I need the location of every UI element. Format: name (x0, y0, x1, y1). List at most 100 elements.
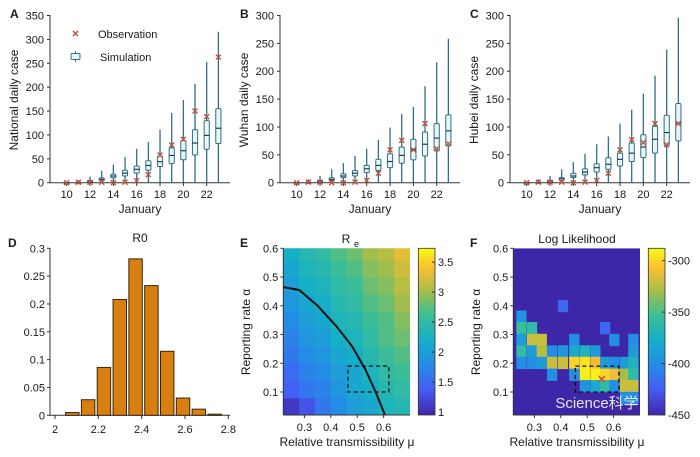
heatmap-cell (590, 356, 601, 370)
box (386, 153, 394, 169)
heatmap-cell (330, 346, 348, 364)
x-tick-label: 10 (291, 189, 303, 201)
observation-legend-icon (72, 30, 79, 37)
heatmap-cell (346, 363, 363, 382)
x-tick-label: 22 (431, 189, 443, 201)
observation-marker (168, 141, 175, 148)
heatmap-cell (330, 248, 348, 261)
observation-marker (203, 113, 210, 120)
x-tick-label: 10 (521, 189, 533, 201)
observation-marker (293, 179, 300, 186)
y-tick-label: 100 (26, 130, 44, 142)
y-tick-label: 0.6 (263, 243, 278, 255)
colorbar-tick-label: 3.5 (438, 257, 453, 269)
y-tick-label: 300 (256, 11, 274, 23)
heatmap-cell (330, 397, 348, 415)
panel-letter-b: B (240, 7, 249, 21)
x-tick-label: 18 (614, 189, 626, 201)
y-tick-label: 250 (256, 38, 274, 50)
heatmap-cell (526, 345, 538, 358)
heatmap-cell (516, 322, 527, 335)
heatmap-cell (394, 328, 410, 347)
x-tick-label: 14 (567, 189, 579, 201)
heatmap-cell (283, 363, 300, 382)
histogram-bar (80, 399, 96, 416)
colorbar-tick-label: -400 (668, 359, 690, 371)
heatmap-cell (619, 368, 631, 381)
observation-marker (180, 136, 187, 143)
observation-marker (75, 179, 82, 186)
heatmap-cell (579, 368, 590, 381)
y-tick-label: 0.2 (30, 299, 45, 311)
heatmap-cell (628, 368, 639, 381)
heatmap-cell (590, 345, 601, 358)
heatmap-cell (314, 277, 332, 295)
x-tick-label: 16 (591, 189, 603, 201)
heatmap-cell (283, 294, 300, 313)
observation-marker (398, 137, 405, 144)
panel-letter-f: F (470, 236, 477, 250)
y-tick-label: 200 (26, 82, 44, 94)
heatmap-cell (516, 333, 527, 347)
chart-title: Log Likelihood (538, 232, 615, 246)
heatmap-cell (346, 294, 363, 313)
observation-marker (375, 170, 382, 177)
heatmap-cell (299, 346, 316, 364)
heatmap-cell (600, 322, 611, 335)
heatmap-cell (299, 248, 316, 261)
heatmap-cell (619, 391, 631, 405)
heatmap-cell (546, 356, 558, 370)
heatmap-cell (378, 294, 395, 313)
panel-d-histogram: R0 0 0.05 0.1 0.15 0.2 0.25 0.3 2 2.2 2.4 2.6 2.8 (24, 231, 236, 436)
heatmap-cell (330, 363, 348, 382)
observation-marker (640, 139, 647, 146)
heatmap-cell (283, 346, 300, 364)
box (663, 114, 670, 146)
y-axis-label: Reporting rate α (469, 289, 483, 375)
colorbar-tick-label: -350 (668, 307, 690, 319)
observation-marker (110, 179, 117, 186)
histogram-bar (207, 413, 222, 416)
heatmap-cell (590, 380, 601, 393)
y-tick-label: 200 (256, 66, 274, 78)
heatmap-cell (600, 368, 611, 381)
heatmap-cell (330, 259, 348, 278)
heatmap-cell (299, 259, 316, 278)
heatmap-cell (557, 356, 569, 370)
x-axis-label: Relative transmissibility μ (280, 435, 415, 449)
colorbar-tick-label: 1.5 (438, 377, 453, 389)
heatmap-cell (330, 294, 348, 313)
heatmap-cell (394, 294, 410, 313)
heatmap-cell (299, 328, 316, 347)
heatmap-cell (579, 345, 590, 358)
x-tick-label: 18 (154, 189, 166, 201)
heatmap-cell (346, 311, 363, 330)
heatmap-cell (579, 380, 590, 393)
y-tick-label: 200 (486, 66, 504, 78)
observation-marker (63, 179, 70, 186)
y-axis-label: Hubei daily case (467, 56, 481, 144)
y-tick-label: 0.6 (493, 243, 508, 255)
y-tick-label: 0.25 (24, 271, 45, 283)
observation-marker (445, 140, 452, 147)
y-tick-label: 100 (486, 122, 504, 134)
heatmap-cell (330, 311, 348, 330)
heatmap-cell (330, 277, 348, 295)
heatmap-cell (628, 333, 639, 347)
y-tick-label: 100 (256, 122, 274, 134)
histogram-bar (112, 299, 127, 416)
dashed-box (574, 365, 620, 393)
heatmap-cell (362, 363, 379, 382)
colorbar-tick-label: 2.5 (438, 317, 453, 329)
y-tick-label: 0.3 (263, 330, 278, 342)
observation-marker (340, 179, 347, 186)
observation-marker (675, 120, 682, 127)
observation-marker (422, 120, 429, 127)
chart-title-subscript: e (354, 239, 359, 249)
x-tick-label: 18 (384, 189, 396, 201)
heatmap-cell (314, 248, 332, 261)
max-likelihood-marker (598, 375, 606, 383)
x-axis-label: January (119, 202, 162, 216)
x-tick-label: 2.2 (91, 424, 106, 436)
